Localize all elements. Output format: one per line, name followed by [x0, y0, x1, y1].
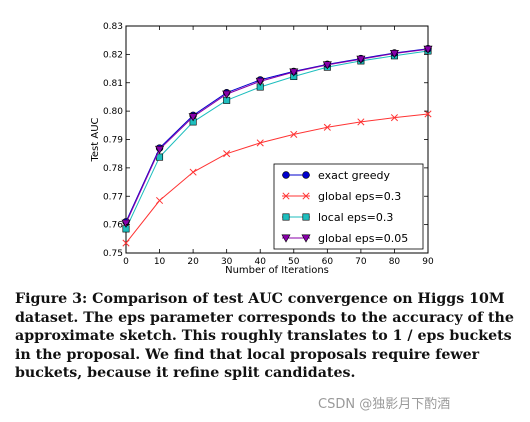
data-point	[189, 168, 197, 176]
data-point	[156, 196, 164, 205]
x-marker-stroke	[323, 123, 331, 131]
legend-marker	[301, 234, 311, 243]
legend-item: local eps=0.3	[282, 211, 393, 224]
data-point	[423, 45, 433, 54]
x-marker-stroke	[424, 110, 432, 118]
legend-marker	[282, 171, 290, 179]
x-axis-label: Number of Iterations	[225, 265, 329, 276]
series-line	[125, 50, 429, 230]
data-point	[323, 123, 331, 131]
x-tick-label: 70	[355, 257, 367, 267]
x-marker-stroke	[223, 150, 231, 158]
data-point	[121, 219, 131, 228]
data-point	[390, 114, 398, 122]
series-layer	[121, 44, 433, 247]
legend-marker	[302, 213, 310, 221]
y-tick-label: 0.75	[103, 249, 123, 259]
x-marker-stroke	[256, 139, 264, 147]
y-tick-label: 0.81	[103, 79, 123, 89]
data-point	[290, 130, 298, 138]
data-point	[122, 239, 130, 247]
y-axis-label: Test AUC	[90, 117, 101, 162]
x-tick-label: 0	[123, 257, 129, 267]
data-point	[357, 118, 365, 126]
x-marker-stroke	[156, 196, 164, 205]
x-marker-stroke	[122, 239, 130, 247]
y-tick-label: 0.77	[103, 192, 123, 202]
x-tick-label: 20	[187, 257, 199, 267]
x-tick-label: 90	[422, 257, 434, 267]
x-tick-label: 60	[322, 257, 334, 267]
x-tick-label: 80	[389, 257, 401, 267]
data-point	[389, 50, 399, 59]
legend-box	[273, 163, 424, 250]
y-tick-label: 0.80	[103, 107, 123, 117]
y-tick-label: 0.78	[103, 164, 123, 174]
figure-caption: Figure 3: Comparison of test AUC converg…	[15, 291, 514, 381]
legend-item: global eps=0.05	[281, 232, 408, 245]
legend-item: global eps=0.3	[282, 190, 401, 203]
data-point	[356, 55, 366, 64]
x-tick-label: 50	[288, 257, 300, 267]
y-tick-label: 0.82	[103, 50, 123, 60]
data-point	[222, 90, 232, 99]
legend-marker	[281, 234, 291, 243]
legend-label: local eps=0.3	[318, 211, 393, 224]
data-point	[289, 68, 299, 77]
x-marker-stroke	[357, 118, 365, 126]
x-marker-stroke	[282, 192, 290, 200]
x-marker-stroke	[302, 192, 310, 200]
legend-marker	[282, 213, 290, 221]
auc-line-chart: 0 10 20 30 40 50 60 70 80 90 0.75 0.76 0.77 0.78 0.79 0…	[90, 22, 434, 276]
y-tick-label: 0.83	[103, 22, 123, 32]
y-tick-label: 0.79	[103, 136, 123, 146]
data-point	[322, 61, 332, 70]
data-point	[255, 77, 265, 86]
legend-label: global eps=0.05	[318, 232, 408, 245]
data-point	[188, 113, 198, 122]
x-tick-label: 40	[254, 257, 266, 267]
legend: exact greedy global eps=0.3 local eps=0.3 g…	[273, 163, 424, 250]
legend-marker	[302, 171, 310, 179]
series-global-eps-0-3	[122, 110, 432, 247]
data-point	[424, 110, 432, 118]
legend-item: exact greedy	[282, 169, 390, 182]
x-marker-stroke	[390, 114, 398, 122]
data-point	[256, 139, 264, 147]
x-tick-label: 10	[154, 257, 166, 267]
data-point	[155, 145, 165, 155]
series-line	[125, 113, 429, 244]
series-line	[125, 48, 429, 224]
legend-label: exact greedy	[318, 169, 390, 182]
series-line	[125, 48, 429, 222]
watermark: CSDN @独影月下酌酒	[318, 397, 451, 412]
legend-label: global eps=0.3	[318, 190, 401, 203]
ticks-layer: 0 10 20 30 40 50 60 70 80 90 0.75 0.76 0.77 0.78 0.79 0…	[103, 22, 434, 267]
legend-marker	[282, 192, 290, 200]
legend-marker	[302, 192, 310, 200]
y-tick-label: 0.76	[103, 221, 123, 231]
data-point	[223, 150, 231, 158]
x-tick-label: 30	[221, 257, 233, 267]
x-marker-stroke	[290, 130, 298, 138]
x-marker-stroke	[189, 168, 197, 176]
series-global-eps-0-05	[121, 45, 433, 228]
